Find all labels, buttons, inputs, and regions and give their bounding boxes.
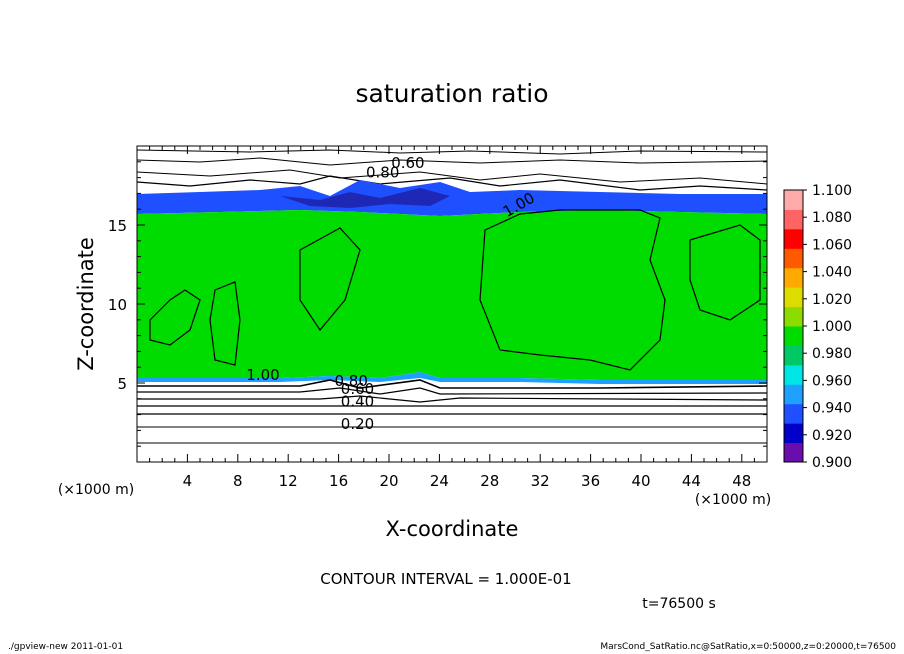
- contour-label: 0.60: [391, 154, 424, 172]
- colorbar-swatch: [784, 267, 803, 288]
- x-tick-label: 8: [233, 472, 243, 490]
- colorbar-swatch: [784, 364, 803, 385]
- colorbar-swatch: [784, 326, 803, 346]
- x-tick-label: 24: [430, 472, 449, 490]
- colorbar-label: 0.960: [812, 373, 852, 389]
- colorbar-swatch: [784, 209, 803, 230]
- contour-line-lower-1: [137, 379, 768, 389]
- contour-line-upper-4: [136, 175, 768, 191]
- colorbar-swatch: [784, 423, 803, 444]
- footer-left: ./gpview-new 2011-01-01: [8, 642, 124, 652]
- contour-label: 0.80: [334, 372, 367, 390]
- x-tick-label: 48: [732, 472, 751, 490]
- y-axis-title: Z-coordinate: [74, 237, 98, 371]
- time-text: t=76500 s: [642, 596, 716, 612]
- y-tick-label: 5: [117, 375, 127, 393]
- colorbar-swatch: [784, 384, 803, 405]
- contour-line-upper-3: [136, 169, 768, 185]
- colorbar-swatch: [784, 228, 803, 249]
- x-tick-label: 44: [682, 472, 701, 490]
- colorbar-swatch: [784, 287, 803, 308]
- y-tick-label: 10: [108, 296, 127, 314]
- x-axis-title: X-coordinate: [386, 517, 519, 541]
- colorbar-swatch: [784, 345, 803, 366]
- contour-line-lower-2: [137, 387, 768, 395]
- colorbar-label: 0.980: [812, 346, 852, 362]
- x-tick-label: 4: [183, 472, 193, 490]
- z-unit-note: (×1000 m): [58, 482, 134, 498]
- colorbar-label: 0.940: [812, 401, 852, 417]
- colorbar-label: 1.080: [812, 210, 852, 226]
- contour-label: 0.20: [341, 415, 374, 433]
- contour-line-sat-5: [689, 224, 761, 321]
- x-tick-label: 32: [531, 472, 550, 490]
- colorbar-swatch: [784, 403, 803, 424]
- contour-line-upper-1: [136, 149, 768, 155]
- green-saturated-region: [137, 210, 767, 380]
- colorbar-swatch: [784, 248, 803, 269]
- colorbar-label: 1.020: [812, 292, 852, 308]
- contour-interval-text: CONTOUR INTERVAL = 1.000E-01: [320, 570, 571, 588]
- contour-label: 1.00: [246, 366, 279, 384]
- chart-title: saturation ratio: [355, 79, 548, 108]
- contour-line-sat-3: [209, 281, 241, 366]
- x-tick-label: 12: [279, 472, 298, 490]
- footer-right: MarsCond_SatRatio.nc@SatRatio,x=0:50000,…: [600, 642, 896, 652]
- plot-area: 0.600.801.001.00 0.800.600.400.20 4 8 12 16 2…: [108, 145, 768, 490]
- colorbar-swatch: [784, 190, 803, 210]
- contour-label: 0.60: [341, 380, 374, 398]
- colorbar-label: 1.000: [812, 319, 852, 335]
- blue-band-top: [137, 180, 767, 216]
- x-tick-label: 28: [480, 472, 499, 490]
- colorbar-label: 1.060: [812, 237, 852, 253]
- x-tick-label: 16: [329, 472, 348, 490]
- colorbar-label: 0.900: [812, 455, 852, 471]
- colorbar-label: 1.100: [812, 183, 852, 199]
- x-unit-note: (×1000 m): [695, 492, 771, 508]
- colorbar-label: 1.040: [812, 265, 852, 281]
- x-tick-label: 36: [581, 472, 600, 490]
- x-axis-ticks: 4 8 12 16 20 24 28 32 36 40 44 48: [136, 146, 768, 490]
- contour-line-sat-1: [479, 209, 666, 371]
- contour-line-upper-2: [136, 157, 768, 166]
- colorbar-swatch: [784, 306, 803, 327]
- x-tick-label: 20: [379, 472, 398, 490]
- x-tick-label: 40: [631, 472, 650, 490]
- contour-label: 0.80: [366, 164, 399, 182]
- colorbar-swatch: [784, 442, 803, 463]
- contour-label: 0.40: [341, 393, 374, 411]
- colorbar-label: 0.920: [812, 428, 852, 444]
- dark-patch-top: [280, 188, 450, 208]
- contour-line-sat-4: [299, 227, 361, 332]
- contour-line-lower-3: [137, 395, 768, 403]
- blue-rim-bottom: [137, 372, 767, 384]
- contour-line-sat-2: [149, 289, 201, 346]
- y-axis-ticks: 5 10 15: [108, 145, 767, 463]
- colorbar: 1.100 1.080 1.060 1.040 1.020 1.000 0.980 0.960…: [783, 183, 852, 471]
- y-tick-label: 15: [108, 217, 127, 235]
